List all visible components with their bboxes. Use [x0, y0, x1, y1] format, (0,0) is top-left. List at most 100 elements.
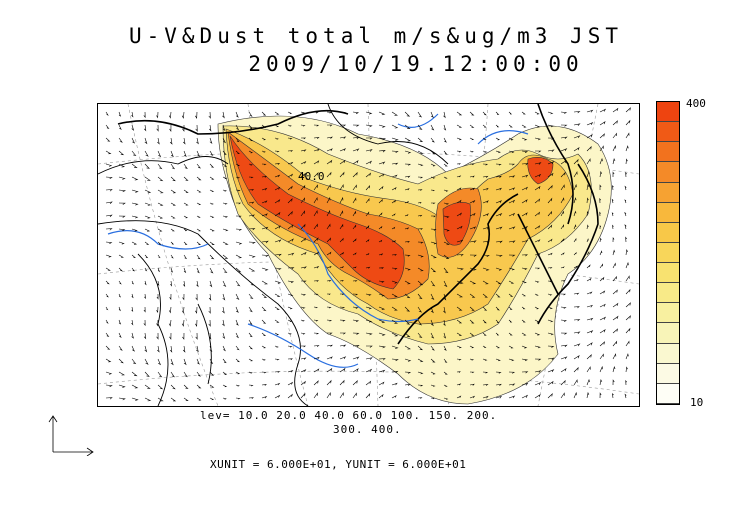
wind-arrow: [586, 251, 590, 256]
wind-arrow: [339, 111, 346, 114]
wind-arrow: [235, 345, 240, 351]
wind-arrow: [560, 197, 565, 204]
wind-arrow: [417, 201, 422, 204]
wind-arrow: [469, 358, 475, 361]
wind-arrow: [183, 384, 189, 389]
wind-arrow: [209, 189, 215, 192]
wind-arrow: [352, 210, 357, 217]
wind-arrow: [521, 319, 526, 323]
wind-arrow: [456, 199, 462, 204]
wind-arrow: [326, 171, 332, 178]
colorbar-swatch: [657, 102, 679, 123]
wind-arrow: [235, 254, 243, 259]
wind-arrow: [508, 254, 516, 257]
wind-arrow: [313, 392, 318, 399]
wind-arrow: [287, 381, 294, 386]
wind-arrow: [404, 358, 412, 362]
wind-arrow: [170, 384, 176, 390]
wind-arrow: [404, 280, 411, 285]
wind-arrow: [612, 107, 619, 113]
wind-arrow: [560, 111, 568, 114]
wind-arrow: [183, 397, 189, 401]
wind-arrow: [157, 189, 164, 194]
wind-arrow: [625, 315, 631, 321]
wind-arrow: [443, 189, 449, 192]
wind-arrow: [586, 238, 589, 243]
wind-arrow: [456, 163, 461, 165]
colorbar-max-label: 400: [686, 97, 706, 110]
wind-arrow: [534, 345, 541, 349]
wind-arrow: [261, 111, 267, 116]
wind-arrow: [300, 357, 307, 360]
wind-arrow: [391, 150, 399, 153]
wind-arrow: [274, 225, 281, 230]
wind-arrow: [339, 344, 347, 348]
wind-arrow: [144, 293, 146, 300]
wind-arrow: [195, 293, 198, 301]
wind-arrow: [144, 150, 149, 157]
wind-arrow: [482, 150, 488, 153]
wind-arrow: [326, 183, 331, 191]
wind-arrow: [534, 332, 541, 336]
wind-arrow: [625, 353, 629, 360]
wind-arrow: [261, 345, 267, 349]
wind-arrow: [508, 383, 516, 386]
wind-arrow: [118, 397, 126, 401]
wind-arrow: [274, 174, 281, 178]
wind-arrow: [417, 163, 424, 167]
wind-arrow: [222, 215, 229, 218]
wind-arrow: [378, 239, 383, 243]
wind-arrow: [404, 267, 411, 271]
wind-arrow: [313, 266, 320, 269]
wind-arrow: [195, 306, 198, 314]
wind-arrow: [300, 332, 306, 335]
wind-arrow: [586, 330, 594, 334]
wind-arrow: [521, 239, 529, 243]
wind-arrow: [196, 137, 199, 145]
wind-arrow: [352, 124, 360, 127]
wind-arrow: [261, 175, 268, 178]
wind-arrow: [105, 137, 111, 142]
wind-arrow: [560, 171, 566, 178]
wind-arrow: [274, 199, 281, 204]
wind-arrow: [170, 163, 176, 170]
wind-arrow: [181, 111, 185, 119]
wind-arrow: [482, 345, 487, 348]
wind-arrow: [599, 224, 602, 230]
wind-arrow: [508, 111, 513, 115]
wind-arrow: [391, 332, 399, 337]
wind-arrow: [168, 319, 172, 327]
wind-arrow: [209, 176, 215, 180]
wind-arrow: [261, 226, 269, 230]
wind-arrow: [339, 280, 344, 282]
wind-arrow: [169, 345, 173, 353]
wind-arrow: [417, 241, 424, 244]
wind-arrow: [482, 240, 490, 244]
wind-arrow: [560, 184, 565, 191]
wind-arrow: [105, 358, 112, 363]
wind-arrow: [274, 124, 280, 128]
wind-arrow: [612, 236, 615, 243]
wind-arrow: [352, 293, 359, 296]
wind-arrow: [248, 201, 255, 204]
wind-arrow: [131, 124, 135, 131]
wind-arrow: [352, 368, 359, 373]
wind-arrow: [573, 135, 581, 139]
wind-arrow: [365, 239, 370, 243]
wind-arrow: [222, 358, 227, 364]
contour-levels-line1: lev= 10.0 20.0 40.0 60.0 100. 150. 200.: [200, 409, 498, 422]
wind-arrow: [287, 173, 294, 178]
wind-arrow: [495, 163, 502, 166]
wind-arrow: [586, 277, 592, 282]
wind-arrow: [352, 159, 359, 165]
wind-arrow: [301, 345, 307, 348]
wind-arrow: [287, 224, 294, 230]
wind-arrow: [222, 150, 227, 156]
wind-arrow: [547, 345, 555, 348]
wind-arrow: [196, 267, 200, 274]
wind-arrow: [521, 280, 527, 284]
wind-arrow: [573, 158, 579, 165]
wind-arrow: [118, 371, 125, 376]
wind-arrow: [365, 160, 373, 165]
wind-arrow: [521, 358, 529, 362]
